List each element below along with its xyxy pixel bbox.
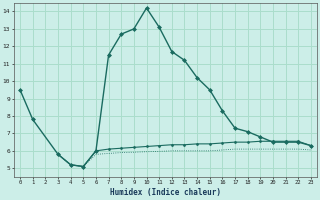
X-axis label: Humidex (Indice chaleur): Humidex (Indice chaleur) [110,188,221,197]
